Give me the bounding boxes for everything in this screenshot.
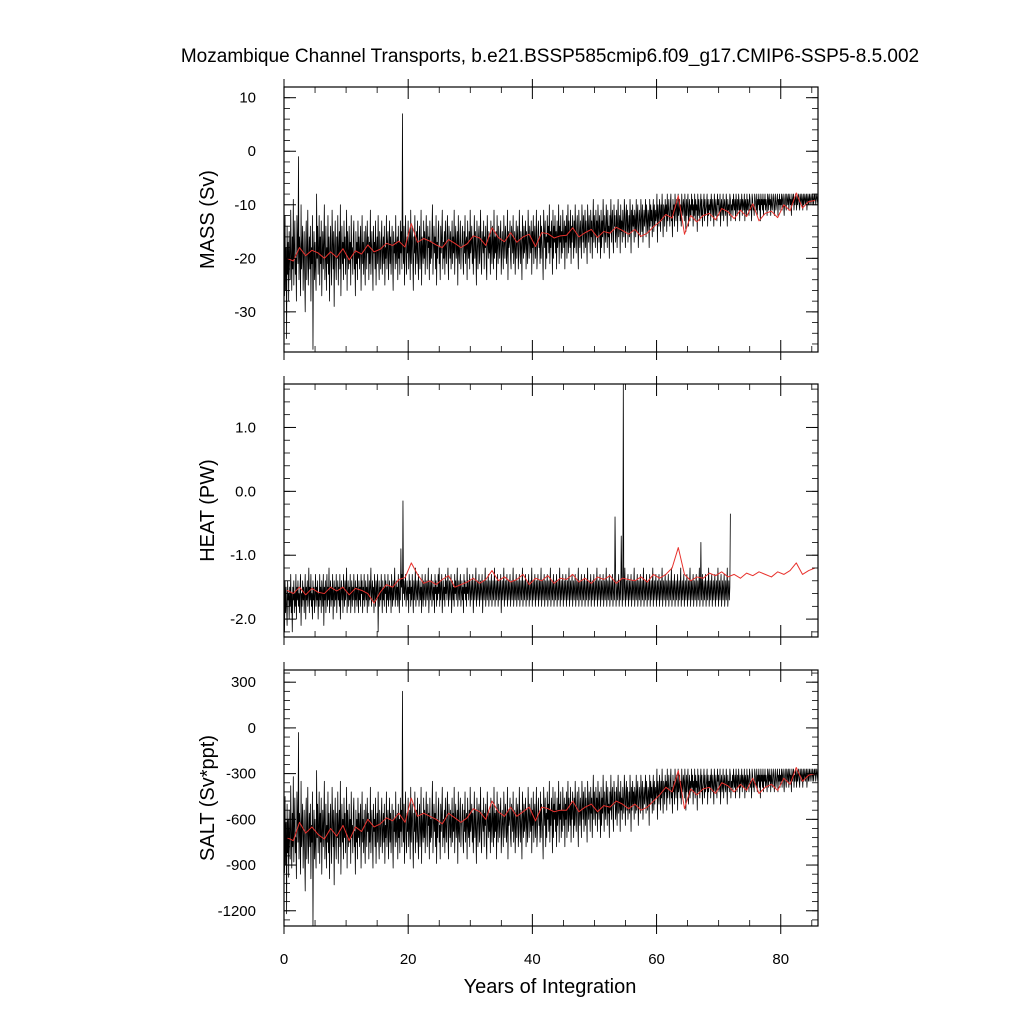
salt-axes-frame xyxy=(283,669,819,927)
mass-axes-frame xyxy=(283,86,819,353)
heat-axes-frame xyxy=(283,383,819,638)
mass-panel: 10 0 -10 -20 -30 MASS (Sv) xyxy=(197,79,819,360)
x-tick-label: 60 xyxy=(648,951,665,968)
x-tick-label: 20 xyxy=(400,951,417,968)
mass-raw-series-line xyxy=(284,113,818,350)
mass-y-tick-label: -30 xyxy=(234,304,256,321)
x-tick-label: 40 xyxy=(524,951,541,968)
salt-y-tick-label: -900 xyxy=(226,857,256,874)
salt-y-tick-label: 300 xyxy=(231,674,256,691)
x-tick-label: 80 xyxy=(772,951,789,968)
mass-y-axis-label: MASS (Sv) xyxy=(197,170,219,269)
salt-raw-series-line xyxy=(284,690,818,926)
salt-smoothed-series-line xyxy=(286,767,816,842)
heat-y-axis-label: HEAT (PW) xyxy=(197,459,219,562)
heat-y-tick-label: 1.0 xyxy=(235,419,256,436)
heat-y-tick-label: 0.0 xyxy=(235,483,256,500)
salt-y-tick-label: -300 xyxy=(226,766,256,783)
mass-smoothed-series-line xyxy=(286,192,815,262)
salt-y-axis-label: SALT (Sv*ppt) xyxy=(197,735,219,861)
chart-title: Mozambique Channel Transports, b.e21.BSS… xyxy=(180,46,920,67)
heat-panel: 1.0 0.0 -1.0 -2.0 HEAT (PW) xyxy=(197,376,819,645)
heat-smoothed-series-line xyxy=(286,547,816,604)
heat-raw-series-line xyxy=(284,384,731,633)
mass-y-tick-label: -20 xyxy=(234,250,256,267)
salt-y-tick-label: -600 xyxy=(226,811,256,828)
mass-y-tick-label: 0 xyxy=(248,143,256,160)
mass-y-tick-label: 10 xyxy=(239,90,256,107)
x-axis-label: Years of Integration xyxy=(463,976,637,998)
x-tick-label: 0 xyxy=(280,951,288,968)
salt-panel: 300 0 -300 -600 -900 -1200 0 20 40 60 80 SALT (Sv*p… xyxy=(197,662,819,968)
mass-y-tick-label: -10 xyxy=(234,197,256,214)
heat-y-tick-label: -1.0 xyxy=(230,547,256,564)
heat-y-tick-label: -2.0 xyxy=(230,611,256,628)
salt-y-tick-label: -1200 xyxy=(218,903,256,920)
salt-y-tick-label: 0 xyxy=(248,720,256,737)
